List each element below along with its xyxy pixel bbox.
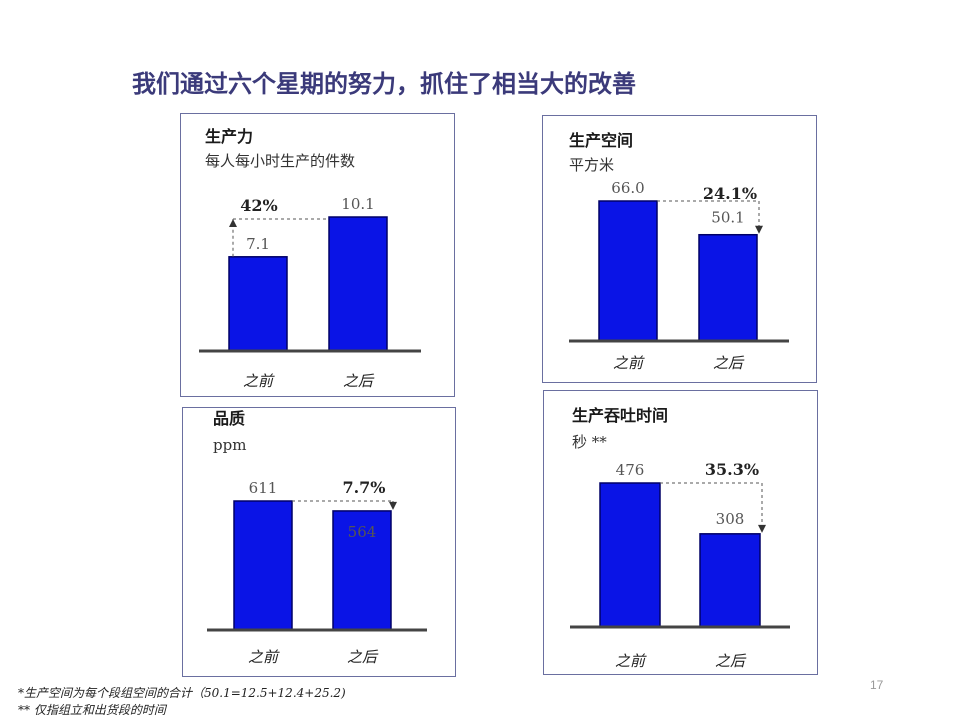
value-label: 50.1 [711,209,744,227]
category-label: 之前 [615,652,647,670]
chart-subtitle: 秒 ** [572,433,607,451]
chart-svg: 品质 ppm 611 564 7.7% 之前 之后 [207,409,427,666]
change-connector [660,482,763,532]
chart-title: 生产吞吐时间 [572,406,668,425]
value-label: 564 [348,523,377,541]
bar-before [599,482,661,628]
footnote-1: *生产空间为每个段组空间的合计（50.1=12.5+12.4+25.2) [18,686,346,700]
arrow-head-icon [389,501,397,510]
arrow-head-icon [229,219,237,227]
bar-before [233,500,293,631]
bar-after [698,233,758,342]
bar-before [228,256,288,352]
value-label: 611 [249,479,278,497]
value-label: 10.1 [341,195,374,213]
productivity-panel: 生产力每人每小时生产的件数 7.1 10.1 42% 之前 之后 [180,113,455,397]
percent-change-label: 42% [240,196,277,215]
value-label: 66.0 [611,179,644,197]
chart-title: 生产空间 [569,131,633,150]
percent-change-label: 24.1% [703,184,757,203]
quality-panel: 品质 ppm 611 564 7.7% 之前 之后 [182,407,456,677]
production-space-panel: 生产空间平方米 66.0 50.1 24.1% 之前 之后 [542,115,817,383]
change-connector [292,500,394,509]
page-number: 17 [870,678,884,692]
category-label: 之后 [343,372,375,390]
category-label: 之后 [715,652,747,670]
value-label: 7.1 [246,235,270,253]
percent-change-label: 35.3% [705,460,759,479]
footnote-2: ** 仅指组立和出货段的时间 [18,703,166,717]
percent-change-label: 7.7% [342,478,385,497]
chart-subtitle: ppm [213,436,246,454]
page-title: 我们通过六个星期的努力，抓住了相当大的改善 [132,70,636,98]
arrow-head-icon [755,225,763,234]
throughput-time-panel: 生产吞吐时间秒 ** 476 308 35.3% 之前 之后 [543,390,818,675]
chart-title: 品质 [213,409,245,428]
value-label: 476 [616,461,645,479]
category-label: 之前 [243,372,275,390]
bar-after [699,533,761,628]
category-label: 之后 [713,354,745,372]
value-label: 308 [716,510,745,528]
bar-after [328,216,388,352]
bar-after [332,510,392,631]
chart-subtitle: 平方米 [569,156,614,174]
category-label: 之后 [347,648,379,666]
chart-title: 生产力 [205,127,253,146]
category-label: 之前 [248,648,280,666]
bar-before [598,200,658,342]
category-label: 之前 [613,354,645,372]
chart-subtitle: 每人每小时生产的件数 [205,152,355,170]
arrow-head-icon [758,524,766,533]
